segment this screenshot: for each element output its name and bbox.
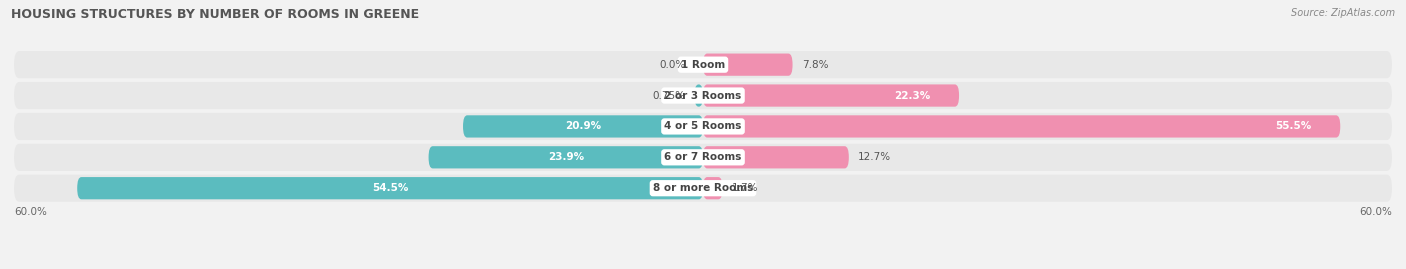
FancyBboxPatch shape <box>429 146 703 168</box>
Text: 8 or more Rooms: 8 or more Rooms <box>652 183 754 193</box>
FancyBboxPatch shape <box>703 84 959 107</box>
Text: 22.3%: 22.3% <box>894 91 931 101</box>
Text: 55.5%: 55.5% <box>1275 121 1312 132</box>
Text: 60.0%: 60.0% <box>14 207 46 217</box>
Text: 4 or 5 Rooms: 4 or 5 Rooms <box>664 121 742 132</box>
Text: HOUSING STRUCTURES BY NUMBER OF ROOMS IN GREENE: HOUSING STRUCTURES BY NUMBER OF ROOMS IN… <box>11 8 419 21</box>
FancyBboxPatch shape <box>14 144 1392 171</box>
FancyBboxPatch shape <box>695 84 703 107</box>
Text: 6 or 7 Rooms: 6 or 7 Rooms <box>664 152 742 162</box>
Text: 54.5%: 54.5% <box>373 183 408 193</box>
Text: 23.9%: 23.9% <box>548 152 583 162</box>
Text: Source: ZipAtlas.com: Source: ZipAtlas.com <box>1291 8 1395 18</box>
FancyBboxPatch shape <box>14 51 1392 78</box>
FancyBboxPatch shape <box>703 54 793 76</box>
FancyBboxPatch shape <box>14 82 1392 109</box>
FancyBboxPatch shape <box>77 177 703 199</box>
Text: 60.0%: 60.0% <box>1360 207 1392 217</box>
FancyBboxPatch shape <box>14 113 1392 140</box>
Text: 12.7%: 12.7% <box>858 152 891 162</box>
FancyBboxPatch shape <box>463 115 703 137</box>
FancyBboxPatch shape <box>14 175 1392 202</box>
FancyBboxPatch shape <box>703 115 1340 137</box>
Text: 0.75%: 0.75% <box>652 91 685 101</box>
Text: 7.8%: 7.8% <box>801 60 828 70</box>
Text: 0.0%: 0.0% <box>659 60 686 70</box>
Text: 20.9%: 20.9% <box>565 121 602 132</box>
FancyBboxPatch shape <box>703 146 849 168</box>
Text: 2 or 3 Rooms: 2 or 3 Rooms <box>665 91 741 101</box>
FancyBboxPatch shape <box>703 177 723 199</box>
Text: 1.7%: 1.7% <box>731 183 758 193</box>
Text: 1 Room: 1 Room <box>681 60 725 70</box>
